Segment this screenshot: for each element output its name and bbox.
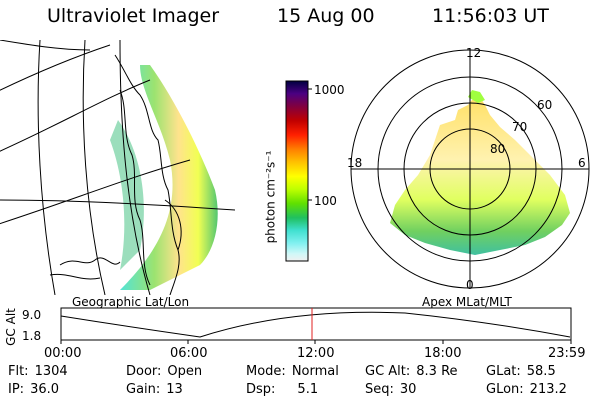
altitude-ylabel: GC Alt <box>3 308 18 346</box>
gain-field: Gain: 13 <box>126 382 183 397</box>
mlat-label-70: 70 <box>512 120 528 134</box>
door-field: Door: Open <box>126 364 202 379</box>
glon-field: GLon: 213.2 <box>486 382 567 397</box>
gcalt-label: GC Alt: <box>365 364 411 379</box>
seq-label: Seq: <box>365 382 394 397</box>
door-value: Open <box>167 364 203 379</box>
polar-plot-caption: Apex MLat/MLT <box>422 295 512 309</box>
geographic-map <box>0 40 235 295</box>
ip-label: IP: <box>8 382 25 397</box>
mlt-label-18: 18 <box>347 156 363 170</box>
altitude-xtick-2359: 23:59 <box>548 346 586 361</box>
dsp-label: Dsp: <box>246 382 276 397</box>
altitude-xtick-0000: 00:00 <box>44 346 82 361</box>
mode-field: Mode: Normal <box>246 364 339 379</box>
mlt-label-6: 6 <box>578 156 586 170</box>
glat-field: GLat: 58.5 <box>486 364 556 379</box>
colorbar <box>285 80 312 262</box>
flt-value: 1304 <box>34 364 68 379</box>
dsp-value: 5.1 <box>297 382 319 397</box>
left-map-caption: Geographic Lat/Lon <box>72 295 190 309</box>
mlat-label-60: 60 <box>537 98 553 112</box>
glat-label: GLat: <box>486 364 521 379</box>
gain-label: Gain: <box>126 382 161 397</box>
gain-value: 13 <box>166 382 183 397</box>
glat-value: 58.5 <box>526 364 556 379</box>
altitude-ytick-9: 9.0 <box>22 308 42 322</box>
flt-field: Flt: 1304 <box>8 364 68 379</box>
ip-field: IP: 36.0 <box>8 382 59 397</box>
date-label: 15 Aug 00 <box>277 5 375 27</box>
altitude-xtick-0600: 06:00 <box>170 346 208 361</box>
seq-value: 30 <box>399 382 417 397</box>
mlat-label-80: 80 <box>490 142 506 156</box>
altitude-ytick-1.8: 1.8 <box>22 329 42 343</box>
gcalt-value: 8.3 Re <box>416 364 458 379</box>
altitude-xtick-1200: 12:00 <box>297 346 335 361</box>
dsp-field: Dsp: 5.1 <box>246 382 318 397</box>
mlt-label-12: 12 <box>466 46 482 60</box>
glon-value: 213.2 <box>529 382 567 397</box>
gcalt-field: GC Alt: 8.3 Re <box>365 364 458 379</box>
altitude-xtick-1800: 18:00 <box>424 346 462 361</box>
ip-value: 36.0 <box>30 382 60 397</box>
colorbar-tick-1000: 1000 <box>314 83 345 97</box>
mode-value: Normal <box>291 364 339 379</box>
time-label: 11:56:03 UT <box>432 5 549 27</box>
glon-label: GLon: <box>486 382 524 397</box>
flt-label: Flt: <box>8 364 29 379</box>
mode-label: Mode: <box>246 364 286 379</box>
mlt-label-0: 0 <box>466 278 474 292</box>
seq-field: Seq: 30 <box>365 382 416 397</box>
polar-plot <box>350 49 590 289</box>
instrument-title: Ultraviolet Imager <box>47 5 220 27</box>
door-label: Door: <box>126 364 162 379</box>
colorbar-unit-label: photon cm⁻²s⁻¹ <box>263 150 278 244</box>
altitude-plot <box>60 307 572 344</box>
colorbar-tick-100: 100 <box>314 194 337 208</box>
